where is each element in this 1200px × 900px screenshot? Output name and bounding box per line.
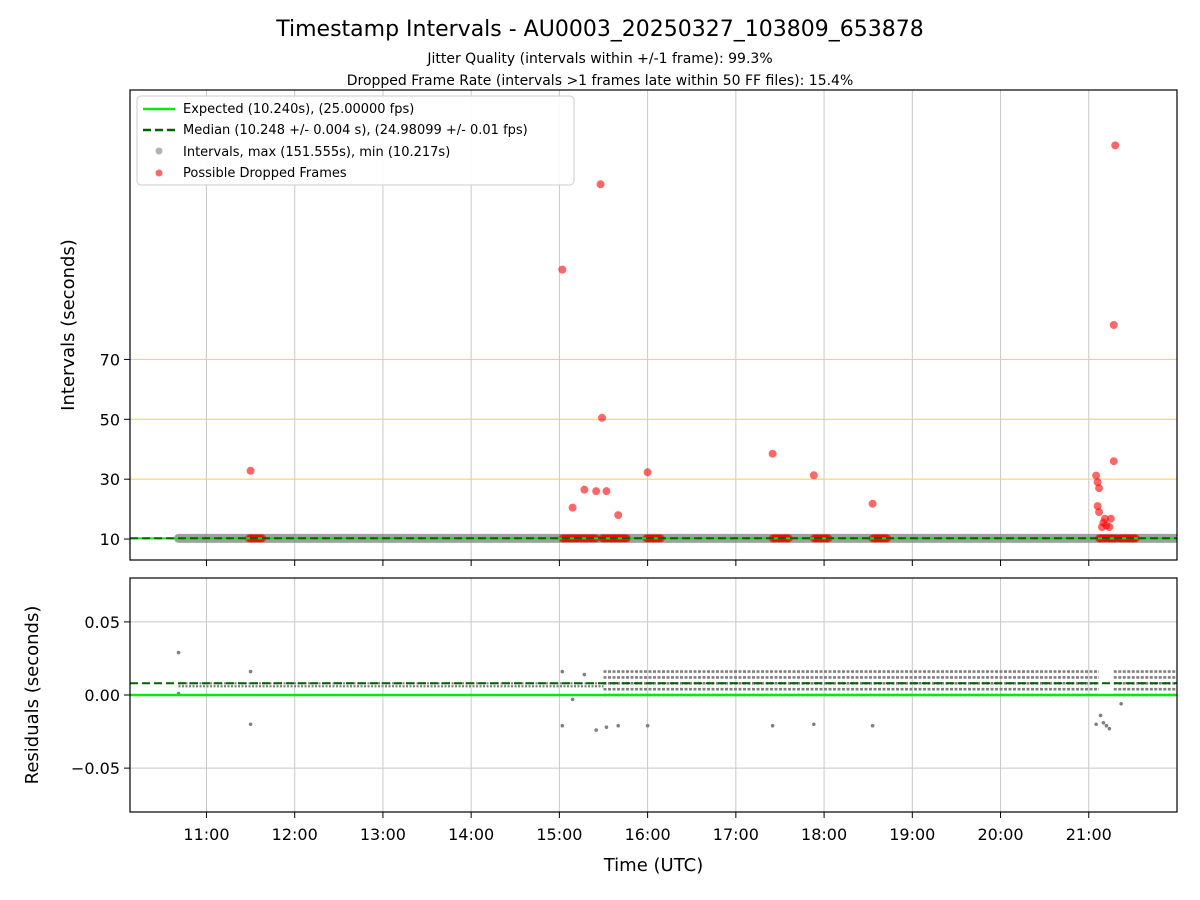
residual-point (1101, 720, 1106, 725)
dropped-point (1105, 523, 1114, 532)
x-tick-label: 19:00 (889, 825, 935, 844)
residuals-y-tick-label: 0.05 (84, 613, 120, 632)
x-tick-label: 16:00 (625, 825, 671, 844)
residual-point (870, 723, 875, 728)
dropped-point (1095, 508, 1104, 517)
legend-intervals-swatch (155, 147, 163, 155)
dropped-point (602, 487, 611, 496)
legend-intervals-label: Intervals, max (151.555s), min (10.217s) (183, 145, 450, 160)
residual-point (645, 723, 650, 728)
dropped-point (568, 503, 577, 512)
residuals-panel: −0.050.000.05 11:00 12:00 13:00 14:00 15:00 1… (22, 577, 1178, 876)
dropped-point (868, 499, 877, 508)
residuals-x-ticks: 11:00 12:00 13:00 14:00 15:00 16:00 17:00 18:00… (183, 812, 1112, 844)
dropped-point (580, 485, 589, 494)
x-tick-label: 20:00 (977, 825, 1023, 844)
dropped-point (1093, 502, 1102, 511)
residuals-y-tick-label: −0.05 (71, 759, 120, 778)
residual-point (1119, 701, 1123, 706)
dropped-point (1111, 141, 1120, 150)
residual-point (1098, 713, 1103, 718)
residual-point (1107, 726, 1112, 731)
residual-point (770, 723, 775, 728)
dropped-point (1106, 514, 1115, 523)
dropped-point (592, 487, 601, 496)
intervals-y-tick-label: 10 (100, 530, 120, 549)
legend-dropped-label: Possible Dropped Frames (183, 166, 347, 181)
residual-point (811, 722, 816, 727)
figure-title: Timestamp Intervals - AU0003_20250327_10… (275, 17, 924, 42)
intervals-y-ticks: 10 30 50 70 (100, 350, 130, 549)
residual-point (560, 669, 565, 674)
residual-point (248, 669, 253, 674)
legend: Expected (10.240s), (25.00000 fps) Media… (136, 95, 575, 186)
residuals-y-ticks: −0.05 0.00 0.05 (71, 613, 130, 778)
residual-point (1094, 722, 1098, 727)
residual-point (1104, 723, 1109, 728)
figure-subtitle-jitter: Jitter Quality (intervals within +/-1 fr… (426, 51, 772, 67)
residual-point (604, 725, 609, 729)
x-tick-label: 12:00 (272, 825, 318, 844)
threshold-lines (130, 358, 1177, 480)
residuals-y-axis-label: Residuals (seconds) (22, 606, 43, 785)
x-tick-label: 14:00 (448, 825, 494, 844)
residual-point (176, 650, 181, 655)
x-tick-label: 15:00 (536, 825, 582, 844)
x-tick-label: 18:00 (801, 825, 847, 844)
residual-point (560, 723, 565, 728)
residuals-reference-lines (130, 682, 1177, 697)
intervals-y-tick-label: 30 (100, 470, 120, 489)
dropped-point (1092, 471, 1101, 480)
x-tick-label: 17:00 (713, 825, 759, 844)
dropped-point (1093, 478, 1102, 487)
intervals-x-ticks (205, 560, 1090, 566)
x-tick-label: 11:00 (183, 825, 229, 844)
intervals-axes-frame (129, 89, 1178, 561)
legend-box (136, 95, 575, 186)
intervals-y-axis-label: Intervals (seconds) (58, 239, 79, 411)
dropped-point (1109, 457, 1118, 466)
dropped-point (598, 413, 607, 422)
legend-expected-label: Expected (10.240s), (25.00000 fps) (183, 102, 414, 117)
dropped-point (809, 471, 818, 480)
dropped-point (1095, 484, 1104, 493)
dropped-point (1100, 514, 1109, 523)
dropped-point (558, 265, 567, 274)
x-tick-label: 21:00 (1066, 825, 1112, 844)
intervals-y-tick-label: 50 (100, 410, 120, 429)
x-tick-label: 13:00 (360, 825, 406, 844)
residual-point (570, 697, 575, 702)
residual-point (582, 672, 587, 677)
legend-dropped-swatch (155, 169, 163, 177)
dropped-point (643, 468, 652, 477)
intervals-panel: 10 30 50 70 Intervals (seconds) Expected (1… (58, 89, 1178, 566)
residual-point (616, 723, 621, 728)
dropped-point (596, 180, 605, 189)
legend-median-label: Median (10.248 +/- 0.004 s), (24.98099 +… (183, 123, 528, 138)
dropped-point (246, 466, 255, 475)
residual-point (248, 722, 253, 727)
intervals-y-tick-label: 70 (100, 350, 120, 369)
dropped-point (614, 511, 623, 520)
dropped-point (768, 449, 777, 458)
x-axis-label: Time (UTC) (603, 855, 704, 876)
residuals-y-tick-label: 0.00 (84, 686, 120, 705)
residual-point (594, 728, 598, 732)
dropped-point (1109, 321, 1118, 329)
figure-subtitle-dropped: Dropped Frame Rate (intervals >1 frames … (347, 73, 854, 89)
